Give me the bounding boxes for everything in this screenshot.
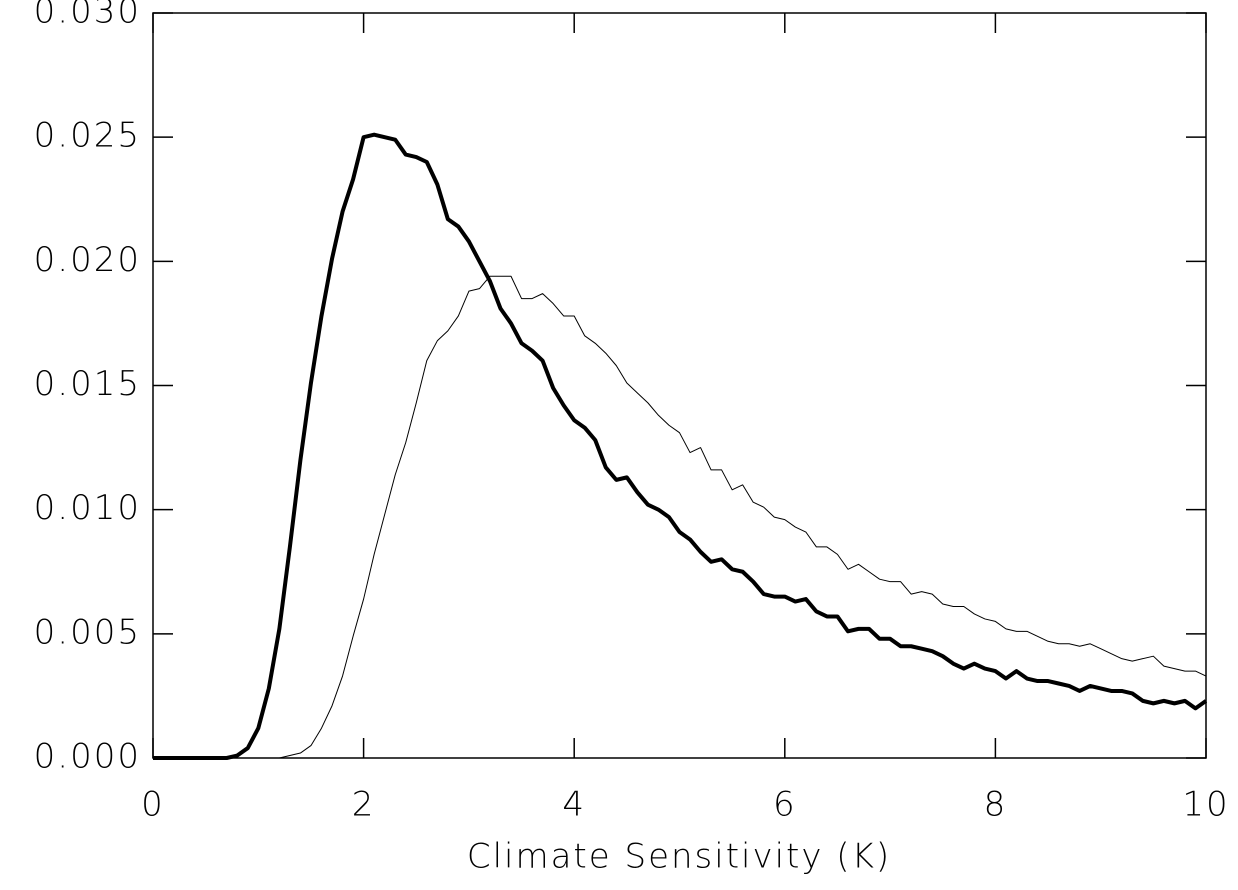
- y-tick-label: 0.010: [34, 488, 141, 528]
- y-tick-label: 0.005: [34, 612, 141, 652]
- x-tick-label: 0: [141, 785, 165, 825]
- line-series: [153, 132, 1208, 760]
- x-tick-label: 4: [562, 785, 586, 825]
- x-tick-label: 8: [984, 785, 1008, 825]
- y-tick-label: 0.015: [34, 364, 141, 404]
- line-series: [153, 275, 1207, 759]
- y-tick-label: 0.025: [34, 116, 141, 156]
- y-tick-label: 0.000: [34, 737, 141, 777]
- x-tick-label: 2: [352, 785, 376, 825]
- x-tick-label: 6: [773, 785, 797, 825]
- y-tick-label: 0.030: [34, 0, 141, 32]
- y-tick-label: 0.020: [34, 240, 141, 280]
- x-tick-label: 10: [1182, 785, 1229, 825]
- x-axis-label: Climate Sensitivity (K): [467, 837, 891, 877]
